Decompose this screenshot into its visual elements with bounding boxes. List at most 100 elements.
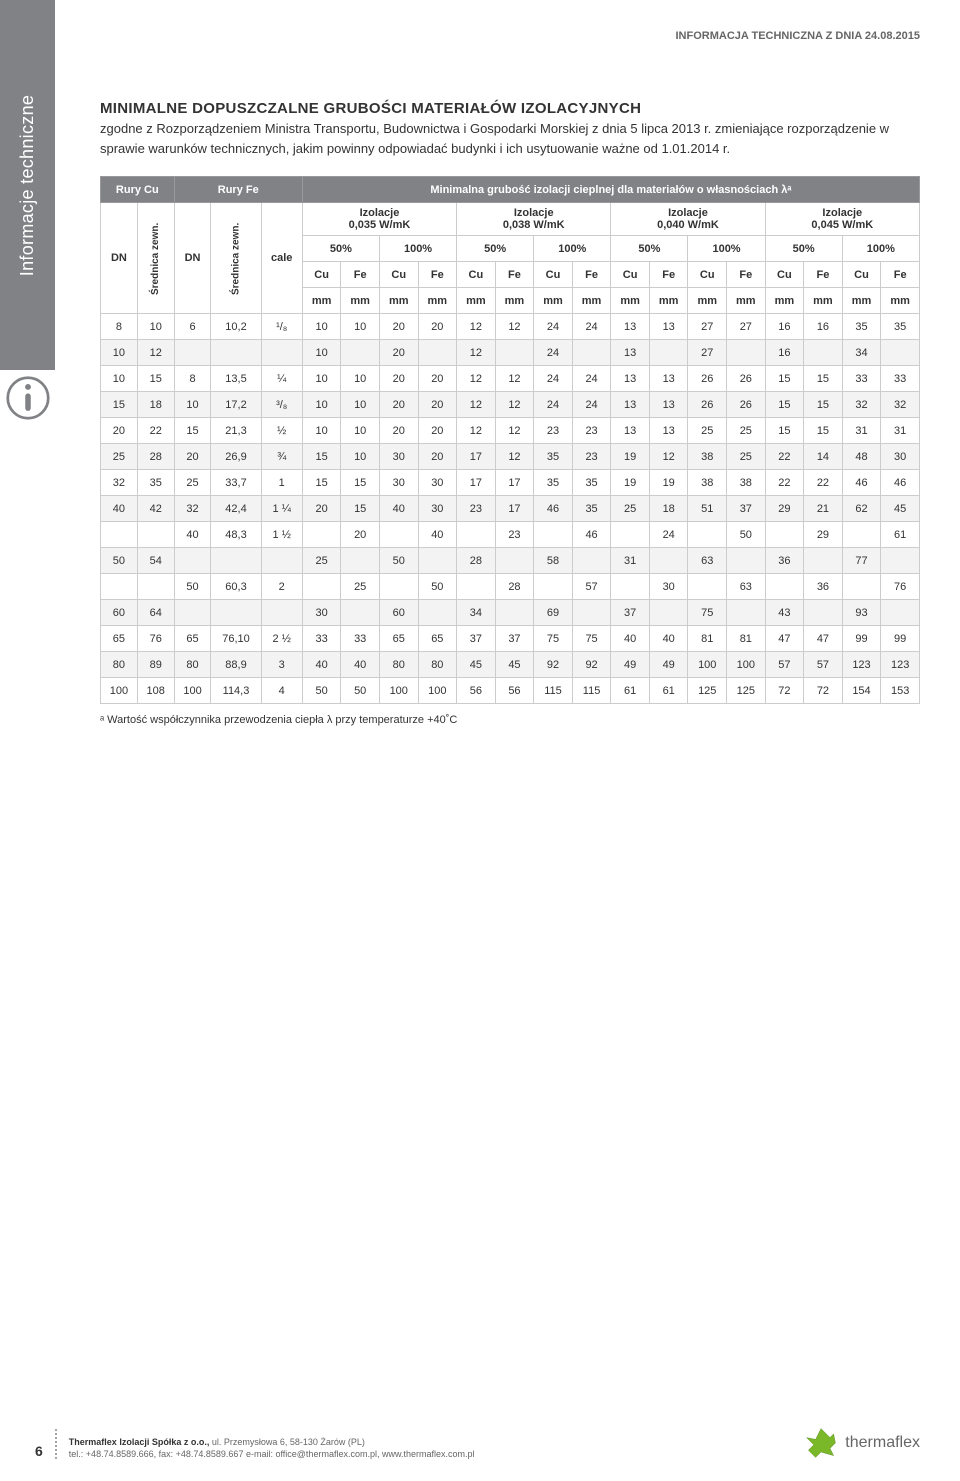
table-cell: 20 — [302, 496, 341, 522]
table-cell — [572, 548, 611, 574]
table-cell: 125 — [688, 678, 727, 704]
table-cell: 108 — [137, 678, 174, 704]
table-cell: 15 — [804, 392, 843, 418]
footnote: ᵃ Wartość współczynnika przewodzenia cie… — [100, 714, 920, 726]
table-cell: 50 — [174, 574, 211, 600]
table-cell: 35 — [881, 314, 920, 340]
table-cell: 35 — [842, 314, 881, 340]
table-cell: 43 — [765, 600, 804, 626]
table-cell: 77 — [842, 548, 881, 574]
table-cell — [649, 600, 688, 626]
table-cell: 33,7 — [211, 470, 261, 496]
table-cell — [495, 340, 534, 366]
table-cell: 24 — [534, 366, 573, 392]
table-cell: 25 — [688, 418, 727, 444]
table-cell: 36 — [804, 574, 843, 600]
table-cell — [495, 600, 534, 626]
table-cell: 57 — [765, 652, 804, 678]
table-cell: 17 — [495, 470, 534, 496]
document-date-header: INFORMACJA TECHNICZNA Z DNIA 24.08.2015 — [676, 30, 921, 42]
table-cell: 69 — [534, 600, 573, 626]
table-cell — [418, 340, 457, 366]
table-cell: 15 — [765, 392, 804, 418]
th-unit: mm — [495, 288, 534, 314]
table-cell: 30 — [418, 470, 457, 496]
table-cell — [495, 548, 534, 574]
table-cell: 15 — [765, 366, 804, 392]
table-cell: 6 — [174, 314, 211, 340]
table-cell: 1 ¼ — [261, 496, 302, 522]
th-cu: Cu — [765, 262, 804, 288]
table-cell: 24 — [572, 392, 611, 418]
th-pct-50: 50% — [457, 236, 534, 262]
table-cell: 36 — [765, 548, 804, 574]
table-cell: 20 — [379, 314, 418, 340]
table-cell: 49 — [611, 652, 650, 678]
th-pct-50: 50% — [611, 236, 688, 262]
table-cell: 80 — [174, 652, 211, 678]
th-fe: Fe — [572, 262, 611, 288]
th-cu: Cu — [457, 262, 496, 288]
table-cell — [804, 600, 843, 626]
table-cell: 75 — [688, 600, 727, 626]
th-fe: Fe — [418, 262, 457, 288]
table-cell — [379, 522, 418, 548]
th-rury-fe: Rury Fe — [174, 177, 302, 203]
side-tab: Informacje techniczne — [0, 0, 55, 370]
table-cell: 20 — [379, 392, 418, 418]
table-cell — [611, 522, 650, 548]
table-cell: 2 — [261, 574, 302, 600]
table-cell: 12 — [137, 340, 174, 366]
th-dn-fe: DN — [174, 203, 211, 314]
table-cell: 65 — [174, 626, 211, 652]
table-cell: ³/₈ — [261, 392, 302, 418]
table-cell: 46 — [534, 496, 573, 522]
table-cell: 13 — [649, 392, 688, 418]
table-row: 5060,322550285730633676 — [101, 574, 920, 600]
table-cell: 25 — [727, 418, 766, 444]
table-cell: 12 — [495, 366, 534, 392]
table-cell: 34 — [457, 600, 496, 626]
table-cell: 47 — [765, 626, 804, 652]
table-cell: 80 — [418, 652, 457, 678]
table-cell: 81 — [727, 626, 766, 652]
th-pct-100: 100% — [379, 236, 456, 262]
table-cell: 20 — [418, 314, 457, 340]
table-cell: 19 — [611, 470, 650, 496]
table-cell — [261, 548, 302, 574]
table-row: 65766576,102 ½33336565373775754040818147… — [101, 626, 920, 652]
table-cell — [881, 340, 920, 366]
table-cell — [379, 574, 418, 600]
th-fe: Fe — [495, 262, 534, 288]
table-cell — [418, 600, 457, 626]
table-cell: 30 — [881, 444, 920, 470]
table-cell — [341, 600, 380, 626]
table-cell: 13,5 — [211, 366, 261, 392]
table-cell — [881, 600, 920, 626]
th-dn-cu: DN — [101, 203, 138, 314]
table-cell: 24 — [572, 366, 611, 392]
table-cell: 15 — [765, 418, 804, 444]
table-cell: 22 — [137, 418, 174, 444]
table-cell: 15 — [302, 470, 341, 496]
table-cell: 25 — [341, 574, 380, 600]
table-cell — [174, 548, 211, 574]
table-cell: 2 ½ — [261, 626, 302, 652]
table-cell: 60 — [101, 600, 138, 626]
table-cell: 93 — [842, 600, 881, 626]
th-pct-100: 100% — [688, 236, 765, 262]
table-cell: 40 — [101, 496, 138, 522]
table-cell: 30 — [302, 600, 341, 626]
table-cell: 28 — [457, 548, 496, 574]
table-row: 80898088,9340408080454592924949100100575… — [101, 652, 920, 678]
table-cell: 65 — [418, 626, 457, 652]
table-cell: 10 — [341, 314, 380, 340]
table-cell: 10 — [341, 392, 380, 418]
table-cell: 33 — [341, 626, 380, 652]
table-cell: 13 — [649, 314, 688, 340]
table-cell: 100 — [727, 652, 766, 678]
table-cell: 42,4 — [211, 496, 261, 522]
table-cell: 54 — [137, 548, 174, 574]
table-cell: 88,9 — [211, 652, 261, 678]
table-cell: 23 — [495, 522, 534, 548]
